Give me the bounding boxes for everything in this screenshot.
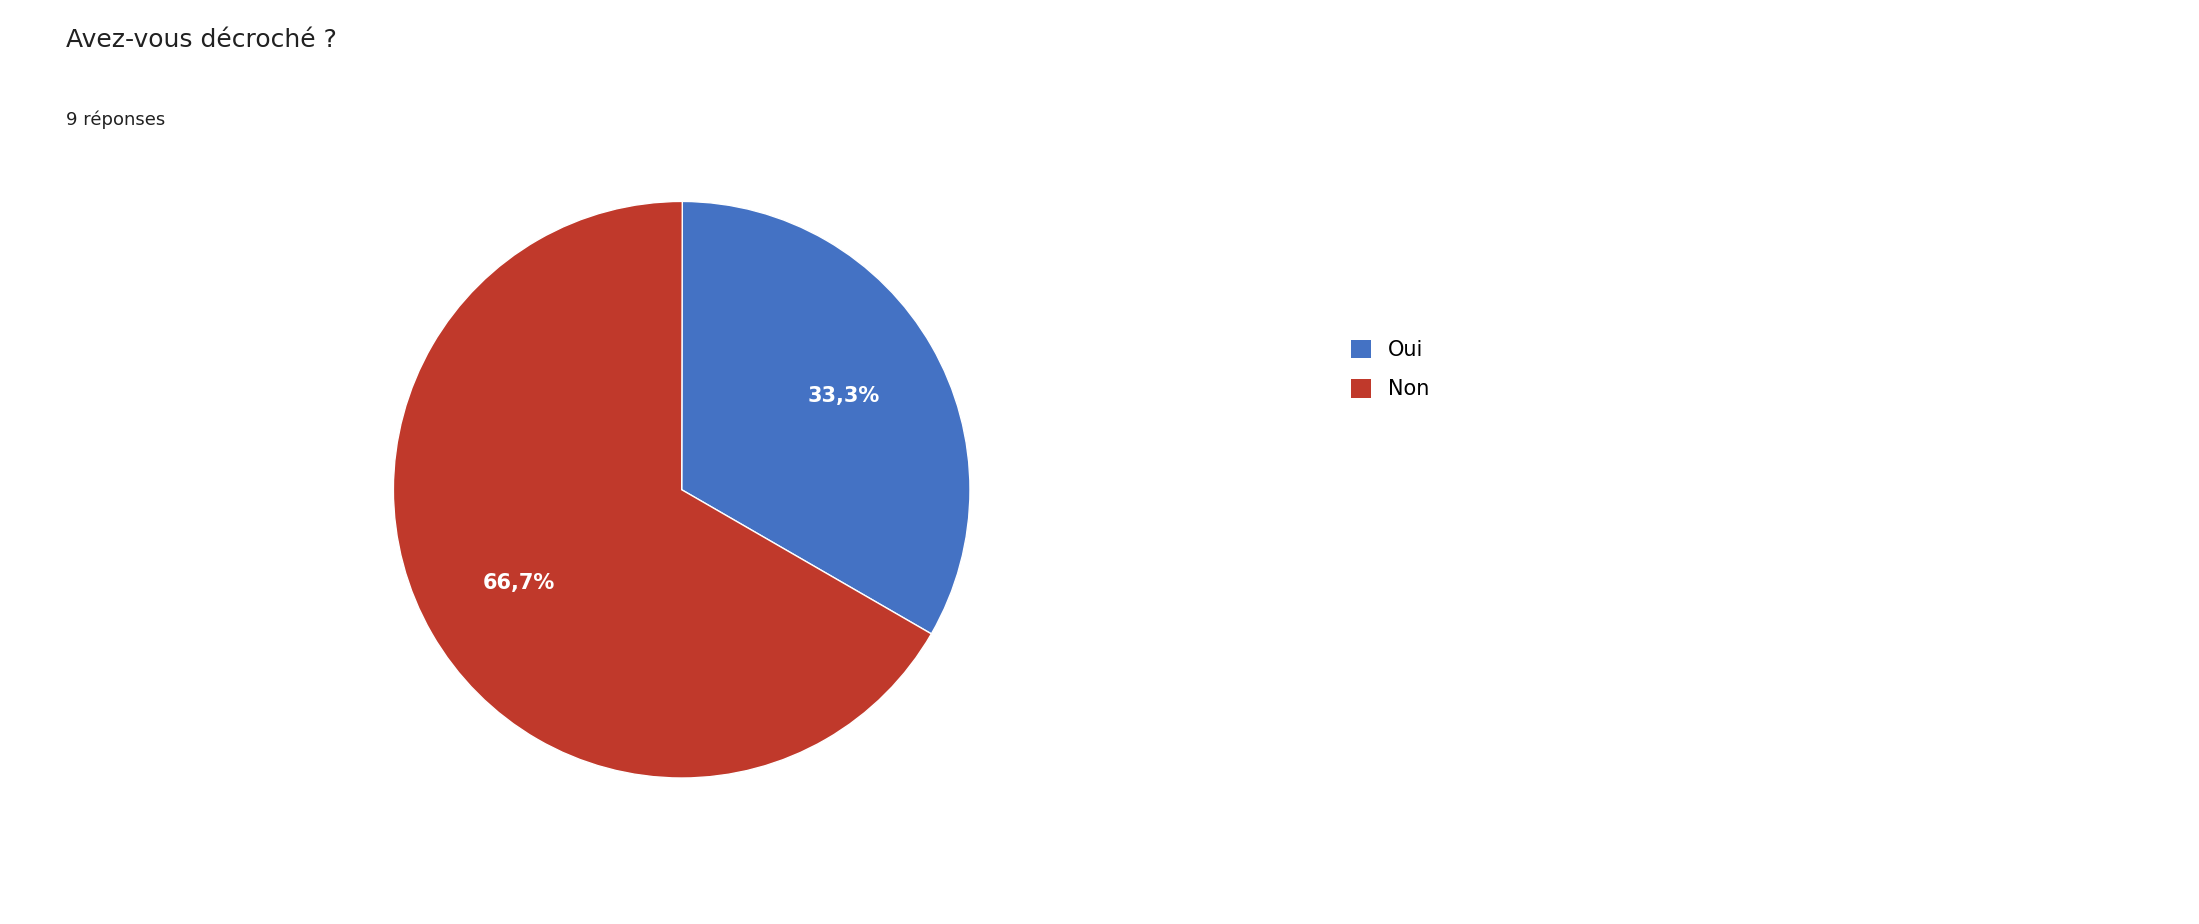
Text: 33,3%: 33,3% (807, 386, 880, 407)
Text: 66,7%: 66,7% (484, 573, 556, 593)
Legend: Oui, Non: Oui, Non (1330, 319, 1451, 420)
Text: Avez-vous décroché ?: Avez-vous décroché ? (66, 28, 336, 52)
Text: 9 réponses: 9 réponses (66, 111, 165, 129)
Wedge shape (394, 201, 932, 778)
Wedge shape (682, 201, 970, 634)
